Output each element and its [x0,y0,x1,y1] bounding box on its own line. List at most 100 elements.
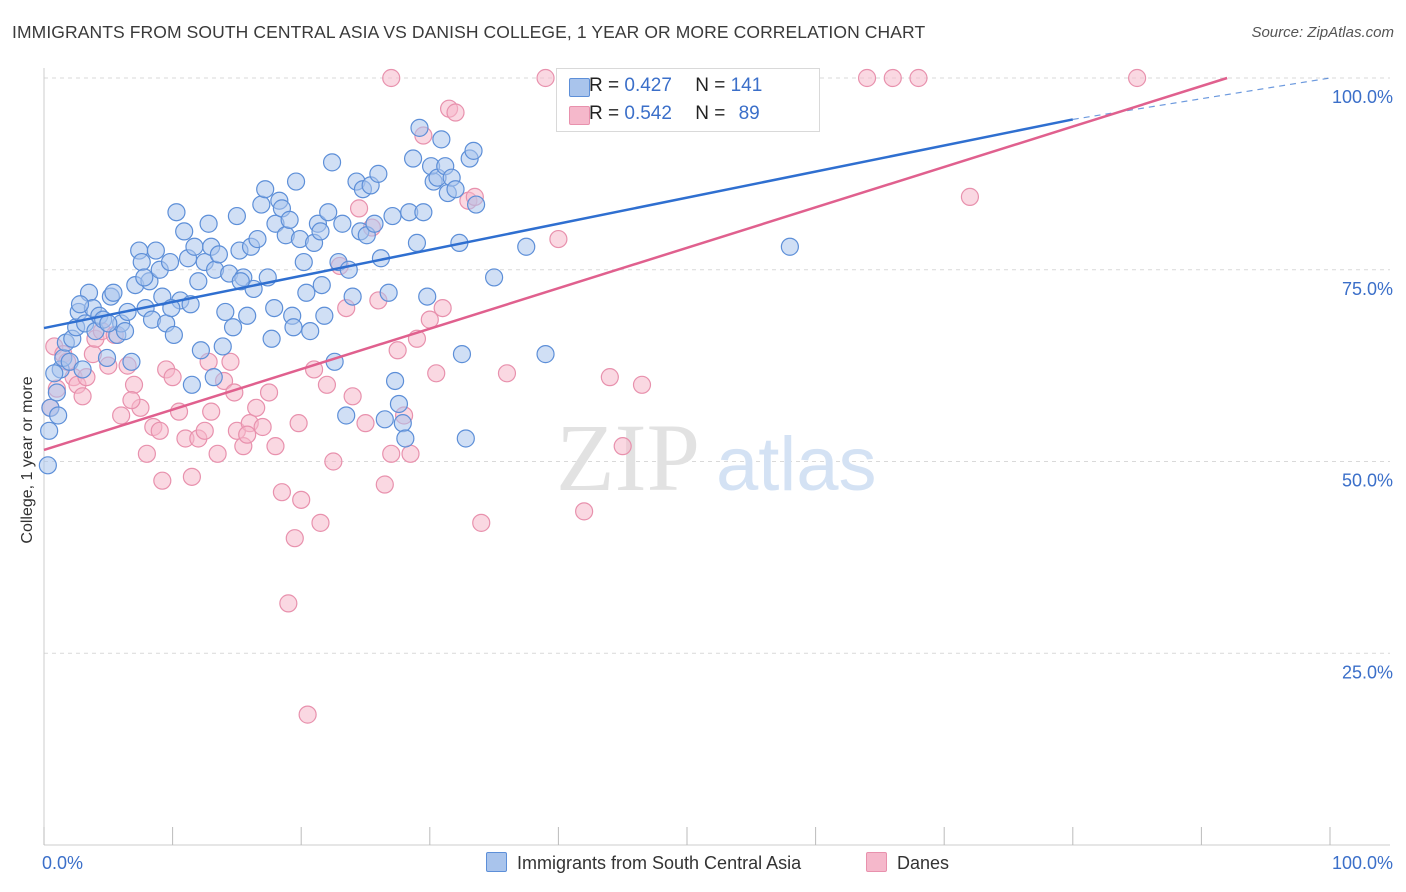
data-point [150,421,169,440]
data-point [780,237,799,256]
data-point [227,206,246,226]
y-tick-label: 100.0% [1332,87,1393,107]
y-tick-label: 25.0% [1342,662,1393,682]
data-point [38,456,57,475]
data-point [333,214,352,233]
data-point [456,429,475,448]
data-point [209,245,228,264]
data-point [182,467,201,486]
chart-title: IMMIGRANTS FROM SOUTH CENTRAL ASIA VS DA… [12,22,926,42]
data-point [146,241,165,260]
watermark-zip: ZIP [556,404,700,511]
data-point [97,348,117,368]
data-point [382,444,401,463]
data-point [379,283,398,302]
data-point [199,214,218,233]
data-point [99,314,118,333]
data-point [284,318,303,337]
data-point [385,371,405,391]
data-point [401,444,420,463]
data-point [317,375,337,394]
data-point [536,68,555,88]
trend-lines [43,76,1331,452]
data-point [382,68,401,88]
data-point [452,345,472,364]
data-point [389,394,409,414]
data-point [613,437,632,456]
data-point [301,322,320,341]
legend-r-label: R = [589,103,625,124]
data-point [356,414,375,433]
data-point [259,383,279,402]
data-point [104,283,123,302]
data-point [396,429,415,448]
data-point [47,383,66,402]
source-note: Source: ZipAtlas.com [1251,24,1394,41]
trend-line-blue [43,118,1074,330]
data-point [388,341,407,360]
data-point [294,252,313,272]
data-point [312,275,331,295]
data-point [432,130,451,149]
data-point [163,368,182,387]
data-point [253,417,272,437]
axes [43,68,1390,846]
data-point [1127,68,1147,88]
data-point [433,299,452,318]
data-point [279,594,298,613]
y-axis-label: College, 1 year or more [19,376,36,544]
data-point [446,103,465,122]
data-point [73,360,92,379]
data-point [137,444,156,463]
data-point [369,164,388,183]
stats-legend: R = 0.427 N = 141 R = 0.542 N = 89 [556,68,820,132]
data-point [175,222,194,241]
watermark-atlas: atlas [716,422,877,507]
x-tick-label: 100.0% [1332,853,1393,873]
data-point [297,283,316,302]
data-point [213,337,232,356]
bottom-legend-label-blue: Immigrants from South Central Asia [517,853,802,873]
grid-lines [44,77,1390,654]
legend-n-label: N = [695,103,731,124]
data-point [857,68,877,88]
bottom-legend-series1: Immigrants from South Central Asia [486,852,801,874]
data-point [252,195,271,214]
data-point [204,368,223,387]
data-point [45,364,64,383]
bottom-legend-swatch-pink [866,852,887,872]
y-tick-label: 75.0% [1342,279,1393,299]
x-tick-label: 0.0% [42,853,83,873]
data-point [248,229,267,249]
data-point [319,203,338,222]
data-point [167,203,186,222]
data-point [414,203,433,222]
data-point [135,268,154,287]
data-point [256,180,275,199]
data-point [202,402,221,421]
data-point [122,352,141,371]
data-point [375,410,394,429]
data-point [497,364,517,383]
data-point [298,705,317,724]
legend-r-value: 0.542 [624,103,672,124]
data-point [315,306,334,325]
data-point [536,345,555,364]
legend-r-value: 0.427 [624,75,672,96]
data-point [238,306,257,325]
data-point [418,287,437,306]
data-point [324,452,343,471]
data-point [289,414,308,433]
data-point [223,318,243,337]
data-point [285,529,304,548]
data-point [164,325,183,345]
data-point [407,233,427,253]
data-point [70,295,90,314]
legend-swatch-blue [569,78,590,97]
legend-n-label: N = [695,75,731,96]
tick-labels: 25.0% 50.0% 75.0% 100.0% 0.0% 100.0% [42,87,1393,873]
data-point [575,502,594,521]
data-point [280,210,299,229]
data-point [410,118,429,137]
